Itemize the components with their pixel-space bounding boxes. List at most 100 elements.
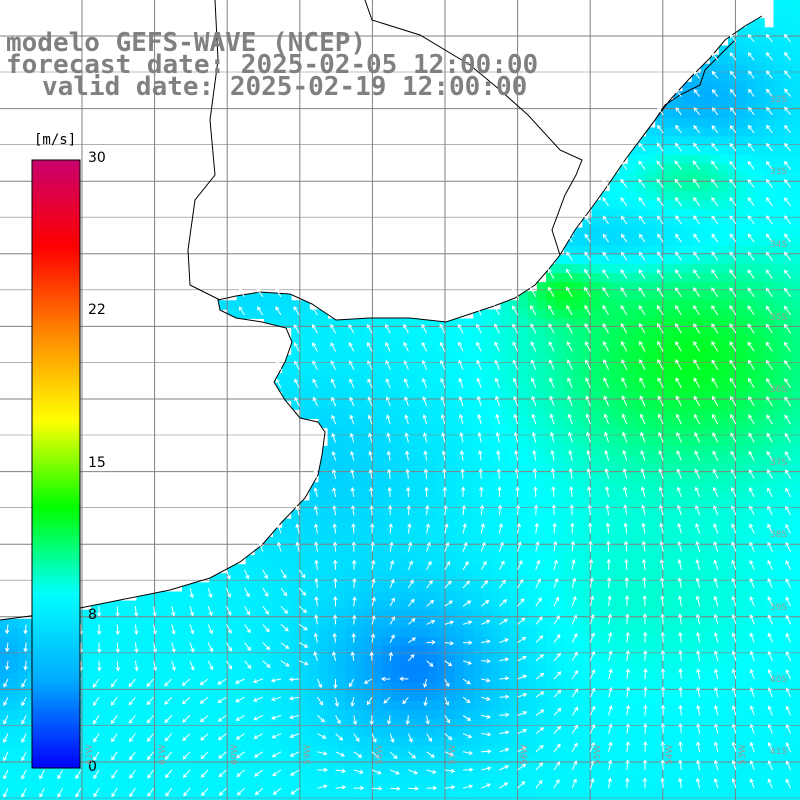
wind-speed-cell (555, 773, 565, 783)
wind-speed-cell (327, 482, 338, 492)
wind-speed-cell (764, 364, 774, 374)
wind-speed-cell (546, 464, 556, 474)
wind-speed-cell (527, 718, 538, 729)
wind-speed-cell (655, 682, 665, 692)
wind-speed-cell (427, 791, 438, 800)
wind-arrow (784, 359, 792, 370)
wind-speed-cell (536, 582, 547, 592)
wind-arrow (565, 268, 573, 279)
wind-speed-cell (618, 527, 629, 538)
wind-speed-cell (282, 646, 292, 656)
wind-speed-cell (9, 746, 19, 756)
wind-speed-cell (18, 728, 28, 738)
wind-speed-cell (728, 145, 738, 156)
wind-speed-cell (555, 482, 565, 492)
wind-speed-cell (382, 600, 392, 611)
wind-speed-cell (782, 172, 793, 183)
wind-speed-cell (718, 182, 729, 192)
wind-speed-cell (263, 791, 274, 800)
wind-speed-cell (500, 427, 510, 438)
wind-speed-cell (300, 345, 310, 356)
wind-speed-cell (182, 737, 192, 747)
wind-arrow (695, 541, 701, 552)
wind-speed-cell (664, 564, 674, 574)
wind-speed-cell (791, 737, 800, 747)
wind-speed-cell (418, 318, 429, 328)
wind-arrow (513, 413, 519, 425)
wind-speed-cell (518, 764, 529, 774)
wind-speed-cell (591, 482, 601, 492)
wind-speed-cell (555, 500, 565, 510)
wind-speed-cell (627, 373, 638, 383)
wind-speed-cell (336, 746, 347, 756)
wind-speed-cell (500, 527, 510, 538)
wind-speed-cell (473, 664, 483, 674)
wind-speed-cell (518, 382, 529, 392)
wind-speed-cell (500, 500, 510, 510)
wind-speed-cell (373, 582, 383, 592)
wind-speed-cell (791, 364, 800, 374)
wind-speed-cell (791, 418, 800, 429)
wind-speed-cell (664, 700, 674, 711)
wind-speed-cell (200, 737, 210, 747)
wind-speed-cell (609, 455, 620, 465)
wind-arrow (747, 359, 755, 370)
wind-speed-cell (527, 473, 538, 483)
wind-arrow (424, 504, 430, 516)
wind-speed-cell (354, 746, 365, 756)
wind-speed-cell (646, 737, 656, 747)
wind-speed-cell (491, 700, 501, 711)
wind-speed-cell (455, 728, 465, 738)
wind-speed-cell (345, 673, 356, 683)
wind-speed-cell (582, 546, 592, 556)
wind-speed-cell (282, 718, 292, 729)
wind-arrow (675, 124, 682, 134)
wind-speed-cell (227, 700, 237, 711)
wind-speed-cell (546, 773, 556, 783)
wind-speed-cell (546, 382, 556, 392)
wind-speed-cell (336, 737, 347, 747)
wind-speed-cell (300, 582, 310, 592)
wind-speed-cell (764, 409, 774, 419)
wind-speed-cell (682, 282, 692, 292)
wind-speed-cell (755, 300, 765, 310)
wind-speed-cell (327, 582, 338, 592)
wind-speed-cell (354, 709, 365, 720)
wind-speed-cell (291, 746, 301, 756)
wind-arrow (730, 414, 737, 425)
wind-speed-cell (18, 746, 28, 756)
wind-speed-cell (737, 455, 747, 465)
wind-speed-cell (791, 573, 800, 583)
wind-speed-cell (291, 782, 301, 793)
wind-speed-cell (664, 455, 674, 465)
wind-speed-cell (546, 546, 556, 556)
wind-arrow (293, 342, 300, 352)
wind-speed-cell (354, 737, 365, 747)
wind-speed-cell (618, 773, 629, 783)
wind-speed-cell (664, 109, 674, 119)
wind-speed-cell (773, 618, 783, 629)
wind-speed-cell (127, 691, 137, 702)
wind-speed-cell (737, 527, 747, 538)
wind-speed-cell (0, 700, 10, 711)
wind-speed-cell (127, 682, 137, 692)
wind-speed-cell (618, 455, 629, 465)
wind-arrow (657, 124, 664, 134)
wind-speed-cell (209, 709, 219, 720)
wind-speed-cell (518, 655, 529, 665)
wind-speed-cell (655, 491, 665, 501)
wind-arrow (426, 560, 432, 571)
wind-speed-cell (618, 364, 629, 374)
wind-arrow (640, 449, 646, 461)
wind-speed-cell (709, 718, 720, 729)
wind-speed-cell (646, 445, 656, 456)
wind-speed-cell (637, 682, 647, 692)
wind-speed-cell (473, 646, 483, 656)
wind-speed-cell (746, 746, 756, 756)
wind-speed-cell (345, 518, 356, 529)
wind-speed-cell (191, 673, 201, 683)
wind-speed-cell (573, 500, 583, 510)
wind-speed-cell (418, 445, 429, 456)
wind-speed-cell (791, 391, 800, 401)
wind-speed-cell (746, 773, 756, 783)
